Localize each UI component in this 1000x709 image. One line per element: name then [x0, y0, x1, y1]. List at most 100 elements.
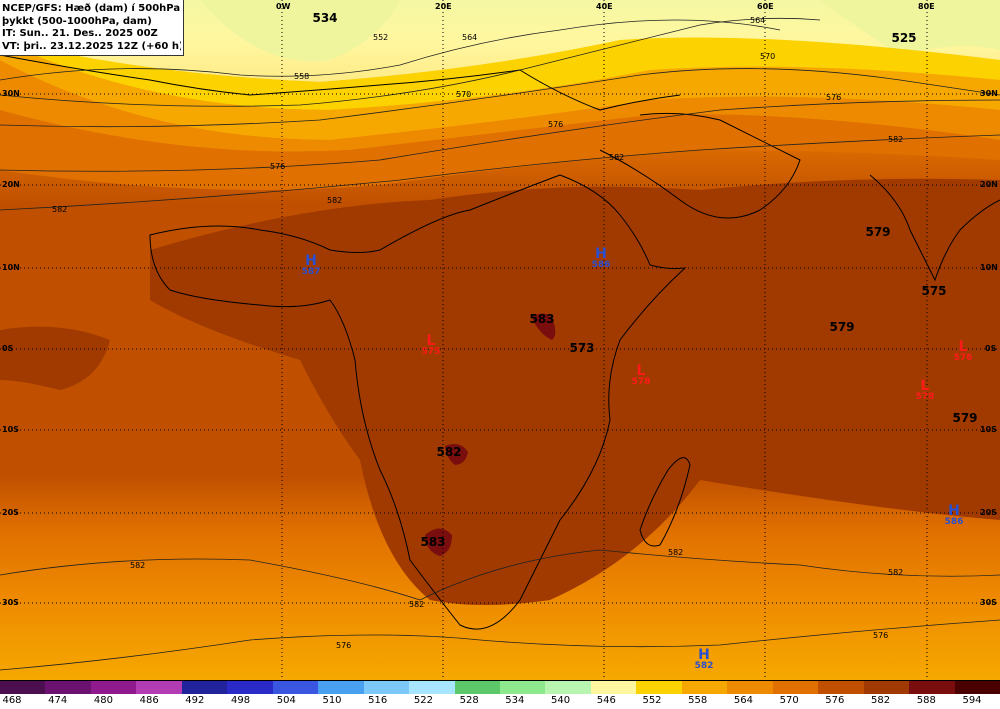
scale-tick-label: 534 [505, 695, 525, 706]
high-center-west-africa: H 587 [302, 250, 321, 277]
color-swatch [363, 681, 410, 694]
system-value: 586 [591, 260, 611, 270]
height-label-573: 573 [569, 341, 595, 355]
contour-label-552: 552 [373, 33, 389, 42]
india-coastline [869, 174, 1000, 282]
scale-tick-label: 522 [413, 695, 433, 706]
lon-label-40e: 40E [596, 2, 613, 11]
system-value: 578 [915, 392, 935, 402]
color-scale-ticks: 468 474 480 486 492 498 504 510 516 522 528 534 540 5… [0, 694, 1000, 709]
contour-label-558: 558 [294, 72, 310, 81]
high-center-south-indian: H 586 [945, 500, 964, 527]
lat-label-left-10s: 10S [2, 425, 19, 434]
scale-tick-label: 468 [2, 695, 22, 706]
color-swatch [181, 681, 228, 694]
height-label-579-ocean: 579 [829, 320, 855, 334]
system-value: 575 [421, 347, 441, 357]
scale-tick-label: 546 [596, 695, 616, 706]
scale-tick-label: 474 [48, 695, 68, 706]
lat-label-right-30s: 30S [980, 598, 997, 607]
contour-label-582-f: 582 [668, 548, 684, 557]
scale-tick-label: 570 [779, 695, 799, 706]
arabia-coastline [599, 112, 801, 219]
lon-label-0w: 0W [276, 2, 291, 11]
color-swatch [545, 681, 591, 694]
title-line-2: þykkt (500-1000hPa, dam) [2, 15, 152, 27]
color-swatch [454, 681, 500, 694]
lat-label-left-30s: 30S [2, 598, 19, 607]
scale-tick-label: 594 [962, 695, 982, 706]
contour-570 [0, 68, 1000, 128]
color-swatch [818, 681, 864, 694]
lat-label-left-20n: 20N [2, 180, 20, 189]
color-swatch [0, 681, 46, 694]
lat-label-right-20s: 20S [980, 508, 997, 517]
lon-label-20e: 20E [435, 2, 452, 11]
system-letter: L [958, 339, 968, 355]
init-time: IT: Sun.. 21. Des.. 2025 00Z [2, 28, 158, 39]
system-value: 586 [944, 517, 964, 527]
scale-tick-label: 516 [368, 695, 388, 706]
system-value: 576 [953, 353, 973, 363]
scale-tick-label: 540 [551, 695, 571, 706]
scale-tick-label: 558 [688, 695, 708, 706]
band-546 [0, 0, 1000, 82]
system-letter: H [305, 253, 317, 269]
map-title-box: NCEP/GFS: Hæð (dam) í 500hPa og þykkt (5… [0, 0, 184, 56]
contour-label-582-b: 582 [609, 153, 625, 162]
valid-time: VT: þri.. 23.12.2025 12Z (+60 h) [2, 40, 181, 52]
africa-coastline [149, 174, 687, 630]
height-label-579-east: 579 [952, 411, 978, 425]
band-576-west [0, 326, 110, 390]
contour-label-582-a: 582 [888, 135, 904, 144]
lat-label-left-10n: 10N [2, 263, 20, 272]
lat-label-right-20n: 20N [980, 180, 998, 189]
color-swatch [909, 681, 955, 694]
system-letter: H [948, 503, 960, 519]
color-swatch [409, 681, 455, 694]
low-center-congo: L 575 [422, 330, 441, 357]
system-value: 587 [301, 267, 321, 277]
contour-label-570-a: 570 [760, 52, 776, 61]
band-576-core [150, 178, 1000, 605]
contour-label-564-a: 564 [750, 16, 766, 25]
contour-576 [0, 99, 1000, 172]
contour-576-south [0, 619, 1000, 671]
hotspot-583-north [532, 313, 556, 340]
lon-label-80e: 80E [918, 2, 935, 11]
color-swatch [863, 681, 910, 694]
contour-558 [0, 19, 781, 81]
scale-tick-label: 504 [276, 695, 296, 706]
color-swatch [272, 681, 319, 694]
europe-coastline [0, 54, 681, 111]
contour-582-north [0, 134, 1000, 211]
contour-label-576-c: 576 [548, 120, 564, 129]
contour-label-576-a: 576 [826, 93, 842, 102]
color-swatch [772, 681, 819, 694]
system-letter: H [698, 647, 710, 663]
scale-tick-label: 588 [916, 695, 936, 706]
color-swatch [318, 681, 364, 694]
color-swatch [90, 681, 137, 694]
contour-label-582-g: 582 [888, 568, 904, 577]
color-swatch [681, 681, 728, 694]
thickness-map [0, 0, 1000, 680]
scale-tick-label: 486 [139, 695, 159, 706]
high-center-south: H 582 [695, 644, 714, 671]
lat-label-right-10n: 10N [980, 263, 998, 272]
contour-label-582-c: 582 [327, 196, 343, 205]
system-value: 582 [694, 661, 714, 671]
scale-tick-label: 564 [733, 695, 753, 706]
lat-label-right-0s: 0S [985, 344, 997, 353]
system-letter: H [595, 246, 607, 262]
system-value: 578 [631, 377, 651, 387]
lon-label-60e: 60E [757, 2, 774, 11]
band-558 [0, 40, 1000, 140]
system-letter: L [636, 363, 646, 379]
contour-label-582-d: 582 [52, 205, 68, 214]
lat-label-left-30n: 30N [2, 89, 20, 98]
color-swatch [136, 681, 182, 694]
contour-582-south [0, 549, 1000, 601]
title-line-1: NCEP/GFS: Hæð (dam) í 500hPa og [2, 3, 181, 14]
height-label-579-india: 579 [865, 225, 891, 239]
